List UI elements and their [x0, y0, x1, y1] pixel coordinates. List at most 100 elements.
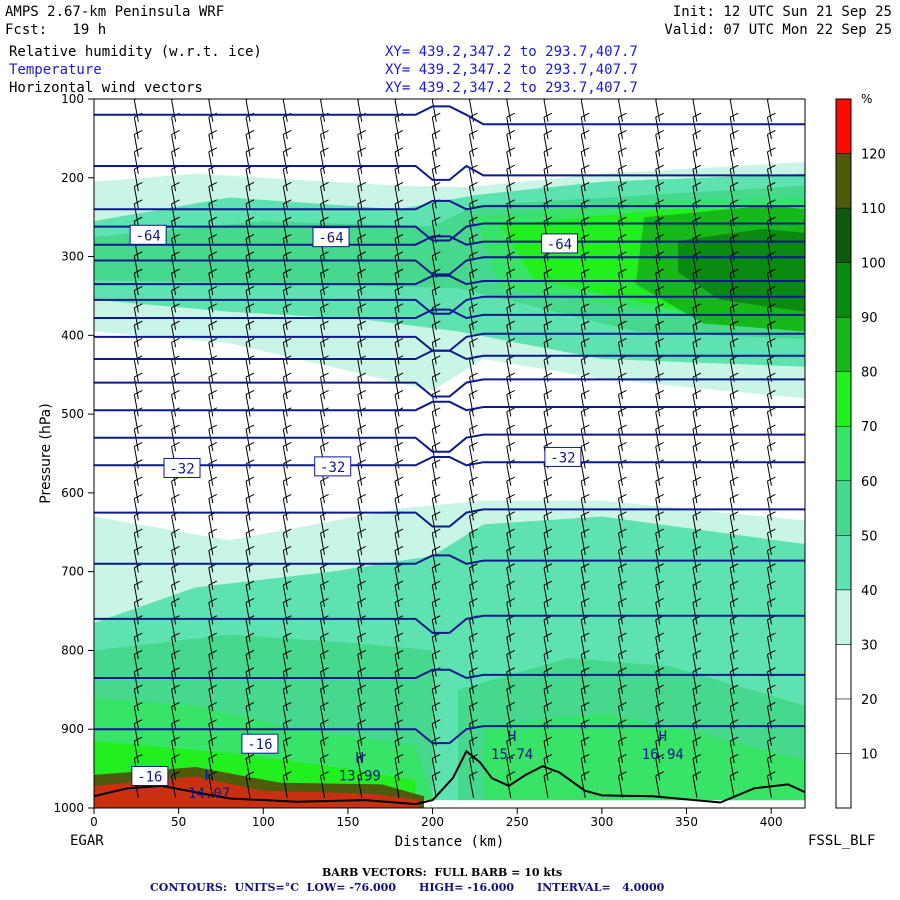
barb-shaft: [617, 740, 623, 764]
barb-shaft: [431, 481, 437, 504]
barb-shaft: [469, 498, 474, 521]
barb-shaft: [506, 186, 512, 209]
barb-shaft: [506, 463, 512, 486]
barb-flag: [283, 493, 292, 499]
barb-shaft: [580, 151, 586, 174]
x-tick-label: 0: [90, 815, 98, 829]
barb-flag: [469, 667, 478, 673]
barb-flag: [134, 649, 143, 655]
barb-flag: [283, 251, 292, 257]
barb-flag: [245, 130, 255, 135]
barb-flag: [357, 251, 367, 257]
barb-flag: [469, 303, 478, 309]
barb-flag: [357, 389, 367, 395]
barb-flag: [283, 771, 292, 777]
barb-flag: [171, 771, 180, 777]
barb-shaft: [208, 584, 214, 608]
barb-flag: [506, 701, 515, 707]
barb-shaft: [394, 169, 400, 192]
barb-shaft: [766, 775, 772, 798]
barb-shaft: [431, 238, 437, 261]
barb-shaft: [357, 411, 363, 434]
barb-flag: [581, 389, 590, 395]
barb-flag: [506, 320, 515, 326]
barb-shaft: [208, 636, 214, 660]
barb-shaft: [208, 117, 214, 140]
barb-flag: [283, 736, 292, 742]
barb-flag: [283, 182, 292, 187]
barb-shaft: [431, 723, 437, 746]
barb-flag: [767, 372, 776, 378]
barb-shaft: [357, 758, 363, 781]
barb-shaft: [208, 775, 214, 798]
barb-flag: [320, 268, 329, 274]
barb-flag: [283, 286, 292, 291]
barb-shaft: [320, 775, 326, 798]
barb-flag: [655, 130, 664, 135]
barb-flag: [618, 684, 627, 690]
barb-flag: [283, 667, 292, 673]
barb-shaft: [469, 238, 474, 261]
x-tick-label: 350: [675, 815, 698, 829]
barb-flag: [729, 234, 739, 239]
barb-shaft: [431, 550, 437, 573]
barb-flag: [357, 216, 367, 222]
barb-flag: [432, 459, 441, 465]
barb-flag: [506, 563, 515, 569]
barb-shaft: [171, 238, 177, 261]
barb-shaft: [580, 99, 586, 122]
barb-shaft: [171, 619, 177, 642]
barb-shaft: [245, 515, 251, 538]
barb-flag: [581, 632, 590, 638]
barb-shaft: [692, 446, 698, 469]
barb-flag: [767, 701, 776, 707]
barb-shaft: [543, 775, 549, 798]
barb-shaft: [729, 533, 735, 556]
barb-flag: [134, 545, 143, 551]
barb-shaft: [543, 515, 549, 538]
barb-flag: [245, 320, 255, 326]
barb-shaft: [320, 342, 326, 365]
barb-shaft: [580, 688, 586, 712]
barb-flag: [767, 649, 776, 655]
barb-flag: [394, 684, 404, 690]
barb-flag: [469, 649, 478, 655]
field-wind-label: Horizontal wind vectors: [9, 80, 203, 96]
barb-shaft: [357, 550, 363, 573]
barb-flag: [245, 459, 255, 465]
barb-flag: [320, 667, 329, 673]
barb-shaft: [208, 394, 214, 417]
barb-shaft: [580, 740, 586, 764]
barb-flag: [245, 753, 255, 759]
barb-shaft: [580, 359, 586, 382]
barb-shaft: [357, 238, 363, 261]
barb-shaft: [469, 602, 474, 625]
barb-flag: [655, 407, 664, 413]
barb-flag: [320, 441, 329, 447]
barb-flag: [618, 597, 627, 603]
barb-flag: [655, 649, 664, 655]
barb-shaft: [729, 775, 735, 798]
temperature-contour: [94, 199, 805, 211]
barb-flag: [432, 580, 441, 586]
barb-shaft: [320, 533, 326, 556]
barb-flag: [506, 736, 515, 742]
barb-flag: [283, 234, 292, 239]
barb-flag: [283, 684, 292, 690]
barb-flag: [134, 286, 143, 291]
barb-flag: [729, 476, 739, 482]
barb-flag: [729, 407, 739, 413]
barb-shaft: [245, 671, 251, 694]
barb-shaft: [171, 99, 177, 122]
barb-shaft: [580, 117, 586, 140]
barb-flag: [692, 719, 702, 725]
barb-shaft: [655, 325, 661, 348]
barb-flag: [208, 441, 218, 447]
barb-shaft: [692, 481, 698, 504]
barb-flag: [171, 719, 180, 725]
barb-shaft: [729, 723, 735, 746]
barb-flag: [171, 632, 180, 638]
barb-flag: [729, 372, 739, 378]
barb-shaft: [394, 584, 400, 608]
barb-flag: [171, 251, 180, 257]
